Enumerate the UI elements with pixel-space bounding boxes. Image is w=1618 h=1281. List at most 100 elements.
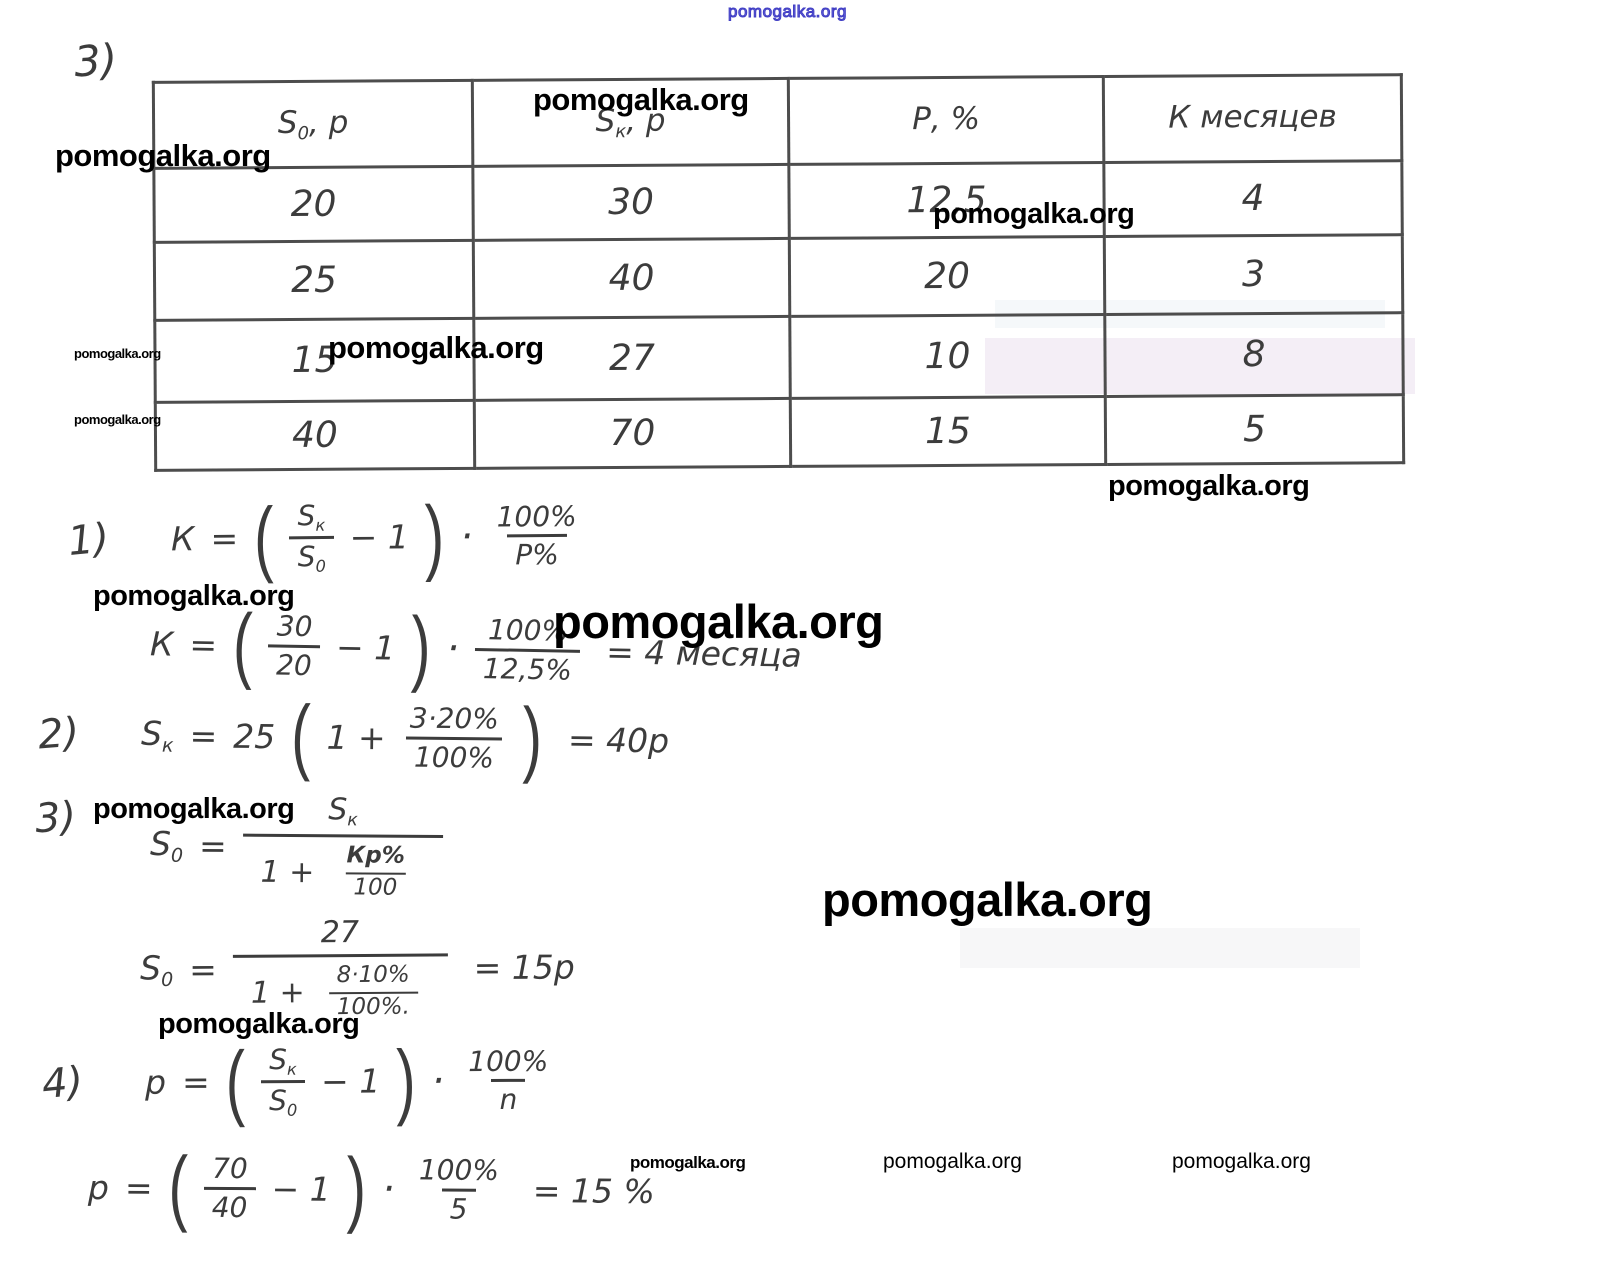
fraction-numerator: 70 [211, 1151, 248, 1186]
equals-sign: = [210, 518, 239, 559]
cell-p: 20 [789, 236, 1105, 317]
multiplication-dot: · [446, 625, 460, 672]
formula-lhs: р [87, 1167, 110, 1207]
symbol-sub: к [315, 515, 326, 535]
cell-sk: 40 [473, 238, 790, 319]
one-plus: 1 + [326, 717, 386, 757]
fraction-70-40: 70 40 [203, 1151, 256, 1226]
watermark: pomogalka.org [933, 198, 1135, 230]
fraction-100-n: 100% n [460, 1043, 556, 1118]
watermark: pomogalka.org [74, 346, 161, 361]
formula-lhs: Sк [141, 714, 174, 757]
column-header-k: К месяцев [1103, 74, 1402, 163]
minus-one: − 1 [321, 1061, 381, 1102]
multiplication-dot: · [431, 1057, 445, 1104]
fraction-denominator: 1 + Кр% 100 [242, 833, 443, 903]
fraction-denominator: S0 [260, 1080, 306, 1122]
header-text: S [277, 104, 298, 141]
watermark: pomogalka.org [883, 1150, 1022, 1173]
formula-label: 2) [36, 709, 81, 759]
fraction-sk-s0: Sк S0 [289, 498, 334, 578]
cell-p: 15 [790, 396, 1106, 467]
fraction-numerator: Sк [289, 498, 333, 537]
fraction-denominator: 100% [405, 736, 503, 776]
formula-result: = 15р [473, 947, 575, 987]
fraction-denominator: 40 [203, 1186, 256, 1226]
symbol: S [297, 540, 316, 574]
table-header-row: S0, р Sк, р Р, % К месяцев [153, 74, 1402, 169]
symbol: S [139, 948, 162, 988]
coefficient: 25 [233, 716, 276, 756]
open-paren: ( [253, 490, 274, 585]
open-paren: ( [168, 1139, 189, 1235]
open-paren: ( [225, 1033, 246, 1129]
formula-lhs: р [144, 1062, 167, 1102]
equals-sign: = [188, 949, 217, 989]
formula-sk: 2) Sк = 25 ( 1 + 3·20% 100% ) = 40р [36, 688, 670, 785]
fraction-denominator: Р% [507, 534, 567, 574]
one-plus: 1 + [250, 975, 305, 1011]
minus-one: − 1 [271, 1168, 331, 1209]
fraction-numerator: Кр% [346, 842, 405, 869]
formula-label: 3) [33, 793, 78, 843]
watermark: pomogalka.org [74, 412, 161, 427]
table-row: 20 30 12,5 4 [153, 160, 1403, 243]
fraction-numerator: 3·20% [409, 701, 500, 736]
fraction-numerator: 8·10% [336, 961, 410, 989]
formula-label: 4) [39, 1058, 86, 1108]
formula-result: = 40р [567, 719, 670, 760]
equals-sign: = [198, 826, 227, 866]
fraction-denominator: 100 [345, 872, 406, 903]
symbol-sub: к [286, 1059, 297, 1079]
cell-p: 10 [789, 314, 1106, 399]
symbol-sub: 0 [286, 1100, 298, 1120]
symbol: S [269, 1084, 287, 1118]
fraction-denominator: 20 [267, 643, 321, 684]
cell-k: 5 [1105, 394, 1404, 465]
formula-s0-substituted: S0 = 27 1 + 8·10% 100%. = 15р [140, 913, 575, 1023]
minus-one: − 1 [349, 517, 409, 557]
equals-sign: = [189, 715, 218, 756]
fraction-numerator: 30 [276, 609, 313, 644]
formula-k-general: 1) К = ( Sк S0 − 1 ) · 100% Р% [65, 488, 586, 585]
close-paren: ) [346, 1140, 367, 1236]
watermark: pomogalka.org [630, 1153, 746, 1172]
close-paren: ) [410, 599, 432, 695]
cell-s0: 40 [155, 400, 475, 471]
formula-p-substituted: р = ( 70 40 − 1 ) · 100% 5 = 15 % [87, 1139, 655, 1236]
formula-lhs: S0 [150, 824, 183, 867]
fraction-30-20: 30 20 [267, 608, 321, 684]
header-text: , % [930, 100, 981, 137]
cell-sk: 30 [472, 164, 790, 241]
watermark: pomogalka.org [158, 1008, 360, 1040]
symbol-sub: к [347, 810, 358, 831]
cell-s0: 20 [153, 166, 474, 243]
fraction-sk-s0: Sк S0 [260, 1042, 306, 1122]
watermark: pomogalka.org [93, 793, 295, 825]
data-table: S0, р Sк, р Р, % К месяцев 20 30 12,5 4 … [152, 73, 1405, 472]
fraction-kp-100: Кр% 100 [326, 842, 425, 903]
symbol: S [269, 1043, 288, 1077]
problem-number: 3) [72, 34, 119, 87]
open-paren: ( [232, 596, 254, 692]
cell-k: 3 [1104, 234, 1403, 315]
symbol-sub: к [161, 733, 174, 757]
fraction-numerator: 100% [496, 499, 577, 534]
scan-artifact [960, 928, 1360, 968]
formula-result: = 15 % [532, 1170, 655, 1211]
watermark: pomogalka.org [328, 330, 544, 365]
formula-label: 1) [65, 514, 112, 565]
cell-sk: 70 [474, 398, 791, 469]
watermark: pomogalka.org [533, 82, 749, 117]
watermark: pomogalka.org [1172, 1150, 1311, 1173]
cell-s0: 25 [154, 240, 474, 321]
fraction-numerator: 100% [418, 1153, 500, 1187]
symbol: S [328, 792, 348, 828]
equals-sign: = [181, 1062, 210, 1102]
header-sub: к [615, 121, 627, 143]
multiplication-dot: · [459, 513, 473, 560]
fraction-numerator: Sк [308, 792, 378, 835]
close-paren: ) [424, 488, 445, 584]
minus-one: − 1 [335, 627, 396, 668]
